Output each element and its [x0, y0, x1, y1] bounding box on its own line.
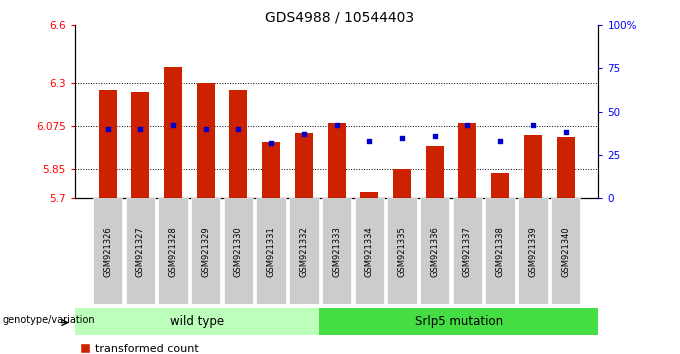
- Text: GSM921328: GSM921328: [169, 226, 177, 277]
- Text: GSM921339: GSM921339: [528, 226, 537, 277]
- FancyBboxPatch shape: [551, 198, 580, 304]
- Point: [560, 130, 571, 135]
- Bar: [328, 123, 345, 198]
- FancyBboxPatch shape: [289, 198, 319, 304]
- FancyBboxPatch shape: [322, 198, 352, 304]
- Text: Srlp5 mutation: Srlp5 mutation: [415, 315, 503, 328]
- Bar: [131, 92, 150, 198]
- Text: GSM921334: GSM921334: [364, 226, 374, 277]
- Legend: transformed count, percentile rank within the sample: transformed count, percentile rank withi…: [80, 344, 283, 354]
- Bar: [524, 135, 542, 198]
- Point: [201, 126, 211, 132]
- FancyBboxPatch shape: [518, 198, 547, 304]
- Text: GSM921337: GSM921337: [463, 226, 472, 277]
- FancyBboxPatch shape: [126, 198, 155, 304]
- FancyBboxPatch shape: [319, 308, 598, 335]
- Point: [429, 133, 440, 139]
- FancyBboxPatch shape: [191, 198, 220, 304]
- Bar: [557, 137, 575, 198]
- Point: [102, 126, 113, 132]
- Point: [462, 122, 473, 128]
- Point: [396, 135, 407, 140]
- Text: GSM921333: GSM921333: [332, 226, 341, 277]
- FancyBboxPatch shape: [388, 198, 417, 304]
- Text: GSM921327: GSM921327: [136, 226, 145, 277]
- Point: [331, 122, 342, 128]
- Point: [135, 126, 146, 132]
- Bar: [197, 82, 215, 198]
- FancyBboxPatch shape: [75, 308, 319, 335]
- Text: GDS4988 / 10544403: GDS4988 / 10544403: [265, 11, 415, 25]
- Bar: [99, 90, 116, 198]
- Bar: [229, 90, 248, 198]
- FancyBboxPatch shape: [354, 198, 384, 304]
- Point: [167, 122, 178, 128]
- Text: GSM921326: GSM921326: [103, 226, 112, 277]
- Text: GSM921332: GSM921332: [299, 226, 309, 277]
- Text: GSM921340: GSM921340: [561, 226, 570, 277]
- Bar: [262, 142, 280, 198]
- Text: GSM921336: GSM921336: [430, 226, 439, 277]
- Bar: [164, 67, 182, 198]
- Point: [299, 131, 309, 137]
- Bar: [491, 173, 509, 198]
- FancyBboxPatch shape: [93, 198, 122, 304]
- FancyBboxPatch shape: [224, 198, 253, 304]
- Bar: [295, 133, 313, 198]
- Point: [266, 140, 277, 145]
- Text: GSM921335: GSM921335: [398, 226, 407, 277]
- Text: wild type: wild type: [170, 315, 224, 328]
- Text: genotype/variation: genotype/variation: [2, 315, 95, 325]
- Bar: [426, 146, 444, 198]
- Point: [233, 126, 244, 132]
- Point: [528, 122, 539, 128]
- Text: GSM921330: GSM921330: [234, 226, 243, 277]
- Text: GSM921329: GSM921329: [201, 226, 210, 277]
- Bar: [360, 193, 378, 198]
- Bar: [458, 123, 477, 198]
- FancyBboxPatch shape: [486, 198, 515, 304]
- Point: [364, 138, 375, 144]
- Bar: [393, 169, 411, 198]
- Text: GSM921338: GSM921338: [496, 226, 505, 277]
- FancyBboxPatch shape: [420, 198, 449, 304]
- FancyBboxPatch shape: [256, 198, 286, 304]
- FancyBboxPatch shape: [453, 198, 482, 304]
- Point: [495, 138, 506, 144]
- FancyBboxPatch shape: [158, 198, 188, 304]
- Text: GSM921331: GSM921331: [267, 226, 275, 277]
